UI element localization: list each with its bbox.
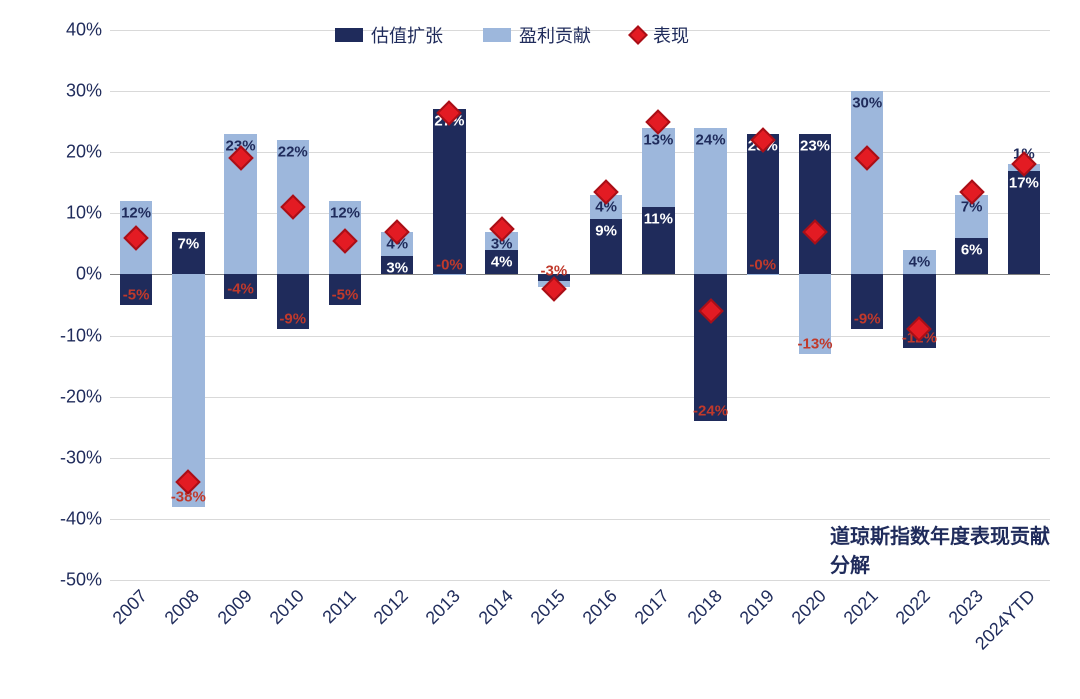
gridline xyxy=(110,397,1050,398)
y-tick-label: 0% xyxy=(76,264,110,285)
label-earnings: 12% xyxy=(121,206,151,221)
x-tick-label: 2018 xyxy=(679,580,728,629)
x-tick-label: 2022 xyxy=(888,580,937,629)
label-earnings: -0% xyxy=(436,258,463,273)
x-tick-label: 2021 xyxy=(835,580,884,629)
label-earnings: 30% xyxy=(852,96,882,111)
gridline xyxy=(110,91,1050,92)
label-valuation: -9% xyxy=(854,312,881,327)
y-tick-label: -30% xyxy=(60,447,110,468)
label-valuation: 23% xyxy=(800,138,830,153)
y-tick-label: -50% xyxy=(60,570,110,591)
legend: 估值扩张 盈利贡献 表现 xyxy=(335,22,689,48)
y-tick-label: 30% xyxy=(66,81,110,102)
x-tick-label: 2019 xyxy=(731,580,780,629)
y-tick-label: 20% xyxy=(66,142,110,163)
label-earnings: 24% xyxy=(696,132,726,147)
legend-item: 表现 xyxy=(631,22,689,48)
legend-swatch-marker xyxy=(628,25,648,45)
plot-area: -50%-40%-30%-20%-10%0%10%20%30%40%2007-5… xyxy=(110,30,1050,580)
bar-earnings xyxy=(694,128,726,275)
x-tick-label: 2009 xyxy=(209,580,258,629)
label-valuation: -9% xyxy=(279,312,306,327)
bar-valuation xyxy=(694,274,726,421)
bar-earnings xyxy=(851,91,883,274)
y-tick-label: -40% xyxy=(60,508,110,529)
label-valuation: -24% xyxy=(693,404,728,419)
label-valuation: 17% xyxy=(1009,175,1039,190)
label-valuation: -4% xyxy=(227,281,254,296)
legend-item: 盈利贡献 xyxy=(483,22,591,48)
label-valuation: -5% xyxy=(123,288,150,303)
x-tick-label: 2016 xyxy=(574,580,623,629)
x-tick-label: 2007 xyxy=(104,580,153,629)
legend-swatch xyxy=(335,28,363,42)
gridline xyxy=(110,458,1050,459)
x-tick-label: 2011 xyxy=(314,580,362,628)
label-valuation: 6% xyxy=(961,242,983,257)
label-earnings: -13% xyxy=(797,336,832,351)
x-tick-label: 2008 xyxy=(157,580,206,629)
x-tick-label: 2020 xyxy=(783,580,832,629)
chart-subtitle: 道琼斯指数年度表现贡献分解 xyxy=(830,520,1050,578)
bar-valuation xyxy=(433,109,465,274)
label-earnings: 22% xyxy=(278,145,308,160)
label-valuation: 9% xyxy=(595,224,617,239)
y-tick-label: -10% xyxy=(60,325,110,346)
legend-label: 表现 xyxy=(653,22,689,48)
x-tick-label: 2010 xyxy=(261,580,310,629)
label-earnings: -0% xyxy=(749,258,776,273)
label-valuation: -5% xyxy=(332,288,359,303)
y-tick-label: -20% xyxy=(60,386,110,407)
label-valuation: 3% xyxy=(386,261,408,276)
bar-chart: -50% -40% -30% -20% -10% 0% 10% 20% 30% 40% 2007 -5… xyxy=(0,0,1080,699)
bar-earnings xyxy=(433,274,465,275)
legend-label: 盈利贡献 xyxy=(519,22,591,48)
legend-label: 估值扩张 xyxy=(371,22,443,48)
x-tick-label: 2017 xyxy=(627,580,676,629)
x-tick-label: 2014 xyxy=(470,580,519,629)
legend-swatch xyxy=(483,28,511,42)
gridline xyxy=(110,580,1050,581)
bar-valuation xyxy=(799,134,831,275)
label-earnings: 12% xyxy=(330,206,360,221)
bar-earnings xyxy=(747,274,779,275)
y-tick-label: 40% xyxy=(66,20,110,41)
y-tick-label: 10% xyxy=(66,203,110,224)
x-tick-label: 2015 xyxy=(522,580,571,629)
bar-valuation xyxy=(747,134,779,275)
label-valuation: 4% xyxy=(491,255,513,270)
label-valuation: 11% xyxy=(644,212,673,227)
x-tick-label: 2012 xyxy=(365,580,414,629)
x-tick-label: 2013 xyxy=(418,580,467,629)
legend-item: 估值扩张 xyxy=(335,22,443,48)
label-earnings: 13% xyxy=(643,132,673,147)
label-valuation: 7% xyxy=(177,236,199,251)
label-earnings: 4% xyxy=(909,255,931,270)
